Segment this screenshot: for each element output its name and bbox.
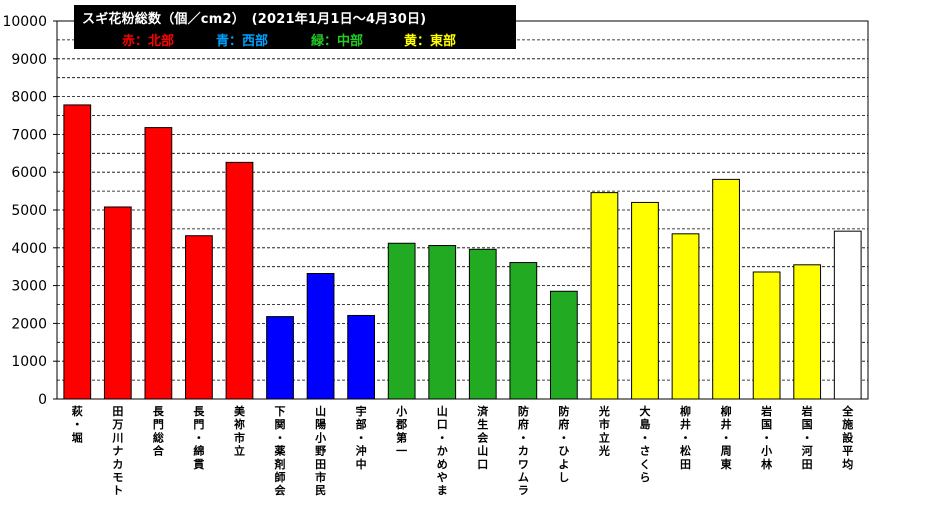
y-tick-label: 10000 xyxy=(2,14,47,30)
bar xyxy=(266,316,294,400)
x-tick-label: 岩国・河田 xyxy=(801,404,813,471)
y-tick-label: 8000 xyxy=(11,90,47,106)
y-tick-label: 6000 xyxy=(11,165,47,181)
y-tick-label: 9000 xyxy=(11,52,47,68)
bar xyxy=(590,192,619,400)
x-tick-label: 美祢市立 xyxy=(234,404,246,458)
y-tick-label: 2000 xyxy=(11,316,47,332)
legend-box: スギ花粉総数（個／cm2） (2021年1月1日～4月30日) 赤：北部 青：西… xyxy=(74,5,516,49)
legend-item-west: 青：西部 xyxy=(216,34,269,49)
bar xyxy=(387,242,416,400)
x-tick-label: 光市立光 xyxy=(598,404,610,458)
y-tick-label: 0 xyxy=(38,392,47,408)
legend-item-central: 緑：中部 xyxy=(311,34,364,49)
bar xyxy=(509,262,538,400)
bar xyxy=(63,104,92,400)
bar xyxy=(468,248,497,400)
bar xyxy=(103,206,132,400)
legend-item-east: 黄：東部 xyxy=(404,34,457,49)
y-tick-label: 1000 xyxy=(11,354,47,370)
x-tick-label: 柳井・松田 xyxy=(680,404,691,471)
bar xyxy=(833,230,862,400)
bar xyxy=(347,314,376,400)
x-tick-label: 田万川ナカモト xyxy=(111,405,123,497)
x-tick-label: 山陽小野田市民 xyxy=(314,404,326,497)
gridlines xyxy=(57,39,868,381)
x-tick-label: 済生会山口 xyxy=(477,404,489,471)
x-tick-label: 下関・薬剤師会 xyxy=(274,405,287,497)
x-tick-label: 大島・さくら xyxy=(639,404,650,484)
x-tick-label: 長門・綿貫 xyxy=(193,405,205,471)
x-tick-label: 山口・かめやま xyxy=(437,404,448,497)
bar xyxy=(306,273,335,400)
y-tick-labels: 0 1000 2000 3000 4000 5000 6000 7000 8000 9000 100… xyxy=(2,14,47,408)
bar xyxy=(671,233,700,400)
x-tick-labels: 萩・堀 田万川ナカモト 長門総合 長門・綿貫 美祢市立 下関・薬剤師会 山陽小野田市民 宇部・… xyxy=(71,404,854,497)
bar xyxy=(144,127,173,400)
x-tick-label: 岩国・小林 xyxy=(760,404,772,471)
y-tick-label: 7000 xyxy=(11,127,47,143)
bars xyxy=(63,104,862,400)
bar xyxy=(185,235,213,400)
legend-item-north: 赤：北部 xyxy=(122,34,175,49)
bar xyxy=(631,201,659,400)
x-tick-label: 防府・ひよし xyxy=(558,404,569,484)
bar xyxy=(549,290,578,400)
x-tick-label: 長門総合 xyxy=(153,405,165,458)
x-tick-label: 全施設平均 xyxy=(841,404,854,471)
x-tick-label: 萩・堀 xyxy=(71,404,83,444)
x-tick-label: 小郡第一 xyxy=(395,404,407,458)
bar xyxy=(428,245,457,400)
axes xyxy=(53,20,869,400)
x-tick-label: 宇部・沖中 xyxy=(356,404,367,471)
y-tick-label: 4000 xyxy=(11,241,47,257)
y-tick-label: 5000 xyxy=(11,203,47,219)
bar xyxy=(752,271,781,400)
y-tick-label: 3000 xyxy=(11,279,47,295)
bar xyxy=(225,161,254,400)
x-tick-label: 防府・カワムラ xyxy=(518,404,529,497)
bar xyxy=(793,264,822,400)
x-tick-label: 柳井・周東 xyxy=(721,404,733,471)
chart-title: スギ花粉総数（個／cm2） (2021年1月1日～4月30日) xyxy=(82,12,427,27)
bar xyxy=(712,178,740,400)
